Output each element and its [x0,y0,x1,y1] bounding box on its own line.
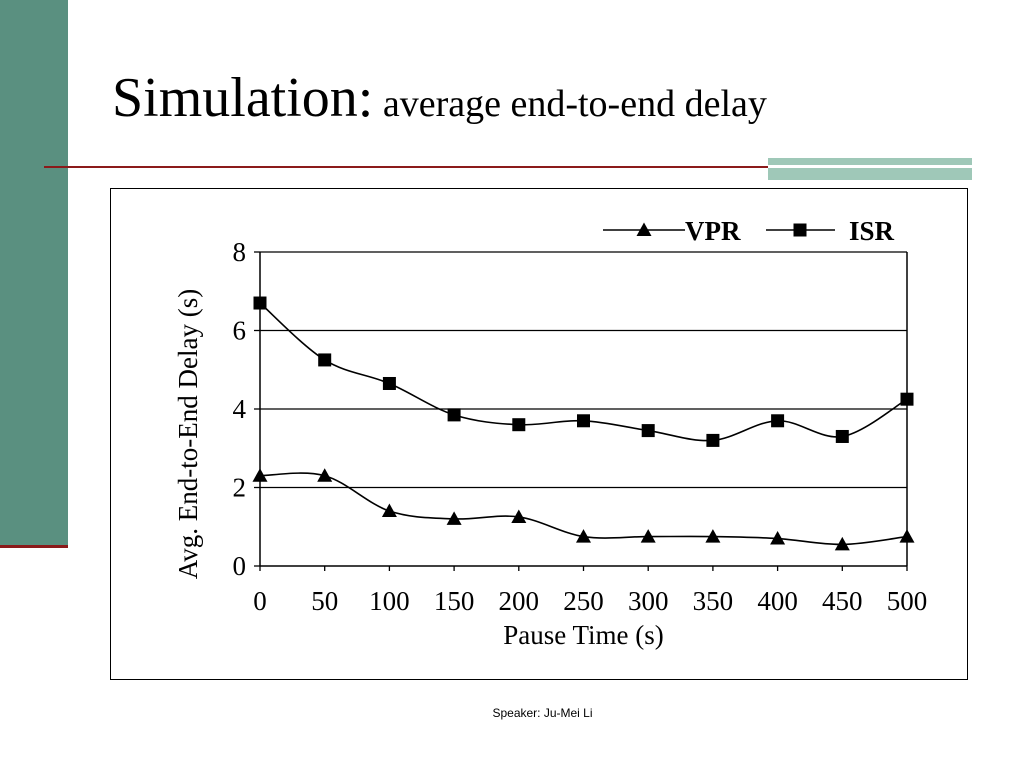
point-vpr-0 [252,468,268,482]
sidebar-decoration [0,0,68,545]
point-vpr-200 [511,509,527,523]
point-isr-300 [641,424,655,438]
point-isr-450 [835,429,849,443]
x-tick-label-450: 450 [822,586,863,616]
slide-title-sub: average end-to-end delay [373,83,767,125]
point-vpr-50 [317,468,333,482]
legend-marker-isr [793,223,807,237]
y-tick-label-0: 0 [233,551,247,581]
point-isr-400 [771,414,785,428]
x-tick-label-350: 350 [693,586,734,616]
point-isr-500 [900,392,914,406]
title-divider [44,166,972,168]
x-tick-label-200: 200 [499,586,540,616]
point-isr-100 [382,376,396,390]
point-isr-50 [318,353,332,367]
slide-title: Simulation: average end-to-end delay [112,66,767,130]
legend-label-vpr: VPR [685,216,741,246]
point-vpr-150 [446,511,462,525]
x-tick-label-400: 400 [757,586,798,616]
speaker-footer: Speaker: Ju-Mei Li [492,706,593,720]
legend-label-isr: ISR [849,216,895,246]
point-vpr-450 [834,536,850,551]
point-vpr-500 [899,529,915,543]
point-vpr-350 [705,529,721,543]
slide-title-main: Simulation: [112,67,374,129]
point-isr-150 [447,408,461,422]
x-tick-label-500: 500 [887,586,928,616]
y-tick-label-2: 2 [233,473,247,503]
point-vpr-100 [381,503,397,518]
delay-chart: 0 2 4 6 8 0 50 100 150 200 250 300 350 400 450 500 Pause… [173,216,928,650]
x-tick-label-150: 150 [434,586,475,616]
point-isr-200 [512,418,526,432]
x-tick-label-100: 100 [369,586,410,616]
point-isr-250 [577,414,590,428]
accent-block [768,158,972,180]
y-tick-label-4: 4 [233,394,247,424]
point-vpr-300 [640,529,656,543]
x-tick-label-300: 300 [628,586,669,616]
point-vpr-250 [576,529,591,543]
x-tick-label-50: 50 [311,586,338,616]
accent-block-line [768,165,972,168]
sidebar-edge-line [0,545,68,548]
x-tick-label-250: 250 [563,586,604,616]
x-axis-label: Pause Time (s) [503,620,664,650]
point-vpr-400 [770,531,786,545]
y-axis-label: Avg. End-to-End Delay (s) [173,289,203,579]
y-tick-label-8: 8 [233,237,247,267]
y-tick-label-6: 6 [233,316,247,346]
legend-marker-vpr [636,222,652,236]
point-isr-350 [706,433,720,447]
point-isr-0 [253,296,267,310]
x-tick-label-0: 0 [253,586,267,616]
chart-frame: 0 2 4 6 8 0 50 100 150 200 250 300 350 400 450 500 Pause… [110,188,968,680]
